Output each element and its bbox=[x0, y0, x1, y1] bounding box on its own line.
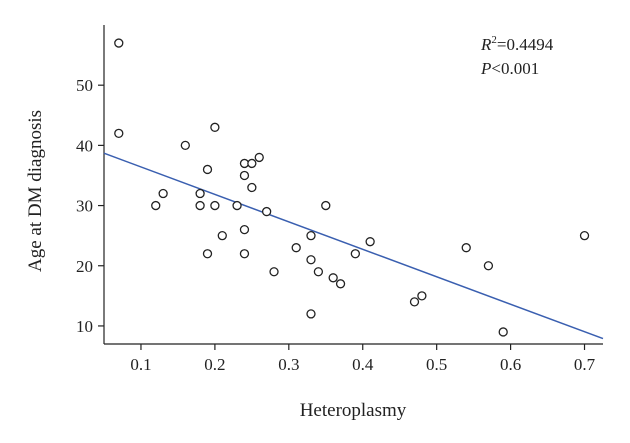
y-tick-label-1: 20 bbox=[76, 257, 93, 276]
y-tick-label-2: 30 bbox=[76, 197, 93, 216]
data-point-36 bbox=[498, 327, 508, 337]
data-point-30 bbox=[350, 249, 360, 259]
y-axis-title: Age at DM diagnosis bbox=[25, 110, 46, 272]
data-point-32 bbox=[409, 297, 420, 307]
r-superscript: 2 bbox=[491, 34, 497, 46]
data-point-33 bbox=[417, 291, 427, 301]
data-point-25 bbox=[306, 309, 316, 319]
x-tick-label-6: 0.7 bbox=[574, 355, 596, 374]
data-point-6 bbox=[195, 200, 205, 211]
data-point-8 bbox=[202, 249, 213, 259]
data-point-19 bbox=[254, 152, 264, 163]
data-point-35 bbox=[483, 261, 494, 271]
x-tick-label-0: 0.1 bbox=[130, 355, 151, 374]
x-tick-label-5: 0.6 bbox=[500, 355, 521, 374]
data-point-9 bbox=[210, 122, 220, 132]
data-point-15 bbox=[239, 224, 250, 235]
regression-line bbox=[103, 152, 604, 340]
data-point-12 bbox=[232, 200, 242, 211]
data-point-34 bbox=[461, 243, 471, 253]
p-symbol: P bbox=[480, 59, 491, 78]
data-point-26 bbox=[313, 267, 324, 277]
data-point-27 bbox=[321, 200, 331, 211]
data-point-0 bbox=[114, 38, 124, 48]
data-point-1 bbox=[114, 128, 124, 138]
data-point-2 bbox=[151, 200, 161, 211]
r-squared-value: =0.4494 bbox=[497, 35, 554, 54]
data-point-5 bbox=[195, 188, 205, 199]
x-tick-label-3: 0.4 bbox=[352, 355, 374, 374]
data-point-37 bbox=[579, 231, 590, 241]
data-point-18 bbox=[247, 182, 257, 193]
y-tick-label-4: 50 bbox=[76, 76, 93, 95]
r-squared-annotation: R2=0.4494 bbox=[480, 34, 554, 54]
data-point-4 bbox=[180, 140, 190, 151]
data-point-3 bbox=[158, 188, 168, 199]
x-axis-title: Heteroplasmy bbox=[300, 400, 407, 421]
r-symbol: R bbox=[480, 35, 492, 54]
data-point-17 bbox=[247, 158, 257, 169]
data-point-10 bbox=[210, 200, 220, 211]
data-point-14 bbox=[239, 170, 250, 181]
x-tick-label-4: 0.5 bbox=[426, 355, 447, 374]
data-point-11 bbox=[217, 231, 227, 241]
data-point-22 bbox=[291, 243, 301, 253]
data-point-20 bbox=[261, 206, 272, 217]
p-value: <0.001 bbox=[491, 59, 539, 78]
p-value-annotation: P<0.001 bbox=[480, 59, 539, 78]
y-tick-label-0: 10 bbox=[76, 317, 93, 336]
data-point-29 bbox=[335, 279, 346, 289]
y-ticks: 10 20 30 40 50 bbox=[76, 76, 104, 336]
data-points bbox=[114, 38, 590, 337]
data-point-24 bbox=[306, 255, 316, 265]
x-tick-label-2: 0.3 bbox=[278, 355, 299, 374]
x-tick-label-1: 0.2 bbox=[204, 355, 225, 374]
data-point-23 bbox=[306, 231, 316, 241]
data-point-16 bbox=[239, 249, 250, 259]
axes bbox=[103, 25, 603, 345]
y-tick-label-3: 40 bbox=[76, 136, 93, 155]
data-point-21 bbox=[269, 267, 279, 277]
data-point-7 bbox=[202, 164, 213, 175]
x-ticks: 0.1 0.2 0.3 0.4 0.5 0.6 0.7 bbox=[130, 344, 596, 374]
data-point-28 bbox=[328, 273, 338, 283]
data-point-31 bbox=[365, 237, 375, 247]
